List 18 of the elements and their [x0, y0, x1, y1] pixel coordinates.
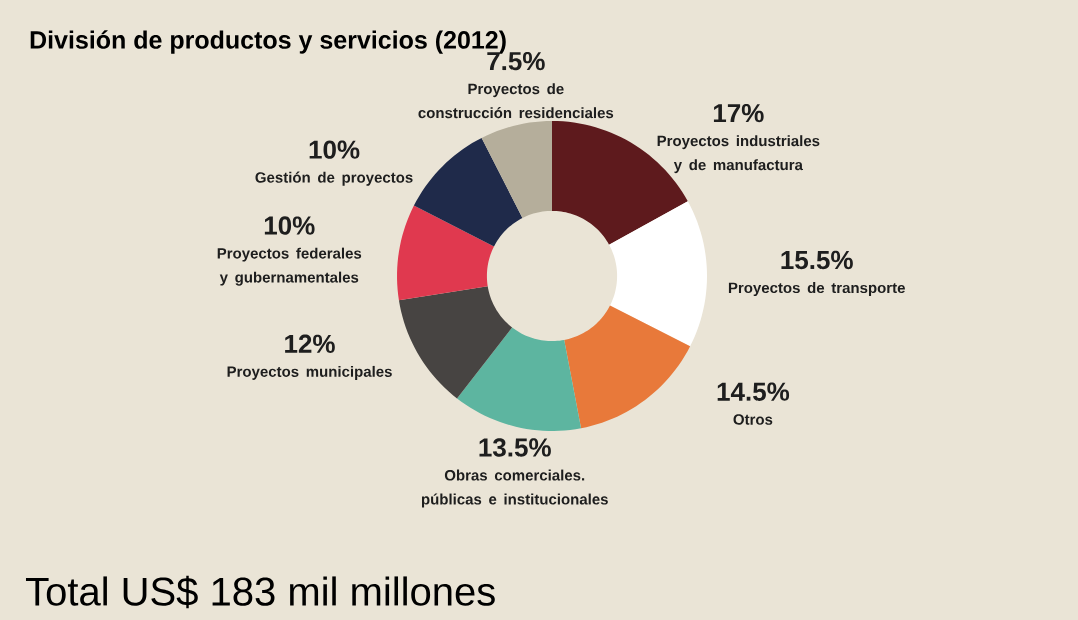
slice-label: Obras comerciales. públicas e institucionales — [421, 469, 608, 508]
slice-label: Otros — [733, 414, 773, 425]
data-label: 10% — [264, 216, 315, 235]
slice-label: Proyectos de construcción residenciales — [418, 83, 614, 119]
data-label: 13.5% — [479, 438, 551, 457]
data-label: 12% — [285, 334, 335, 353]
slice-label: Proyectos industriales y de manufactura — [657, 135, 820, 174]
slice-label: Proyectos municipales — [227, 365, 392, 380]
data-label: 14.5% — [717, 382, 790, 401]
slice-label: Proyectos de transporte — [728, 282, 905, 297]
data-label: 15.5% — [781, 250, 853, 270]
text: Total US$ 183 mil millones — [25, 575, 495, 609]
slice-label: Gestión de proyectos — [255, 171, 413, 186]
data-label: 17% — [713, 103, 764, 123]
slice-label: Proyectos federales y gubernamentales — [217, 247, 362, 286]
data-label: 7.5% — [487, 51, 545, 71]
chart-title: División de productos y servicios (2012) — [30, 30, 506, 54]
data-label: 10% — [309, 140, 360, 159]
